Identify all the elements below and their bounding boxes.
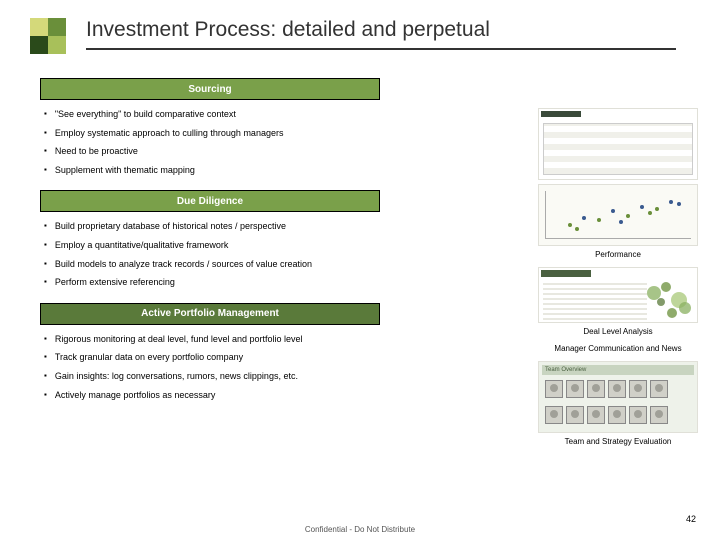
thumb-label: Deal Level Analysis <box>538 327 698 336</box>
thumb-label: Performance <box>538 250 698 259</box>
thumb-label: Manager Communication and News <box>538 344 698 353</box>
title-underline <box>86 48 676 50</box>
thumb-label: Team and Strategy Evaluation <box>538 437 698 446</box>
header-color-block <box>48 18 66 36</box>
header-color-block <box>30 36 48 54</box>
section-header: Sourcing <box>40 78 380 100</box>
header-color-block <box>48 36 66 54</box>
page-number: 42 <box>686 514 696 524</box>
section-header: Due Diligence <box>40 190 380 212</box>
thumbnail-scatter <box>538 184 698 246</box>
thumbnail-deal <box>538 267 698 323</box>
section-header: Active Portfolio Management <box>40 303 380 325</box>
footer-text: Confidential - Do Not Distribute <box>0 525 720 534</box>
thumbnail-panel: Performance Deal Level Analysis Manager Co… <box>538 108 698 454</box>
thumbnail-team: Team Overview <box>538 361 698 433</box>
thumbnail-spreadsheet <box>538 108 698 180</box>
header-color-block <box>30 18 48 36</box>
slide-title: Investment Process: detailed and perpetu… <box>86 18 490 42</box>
